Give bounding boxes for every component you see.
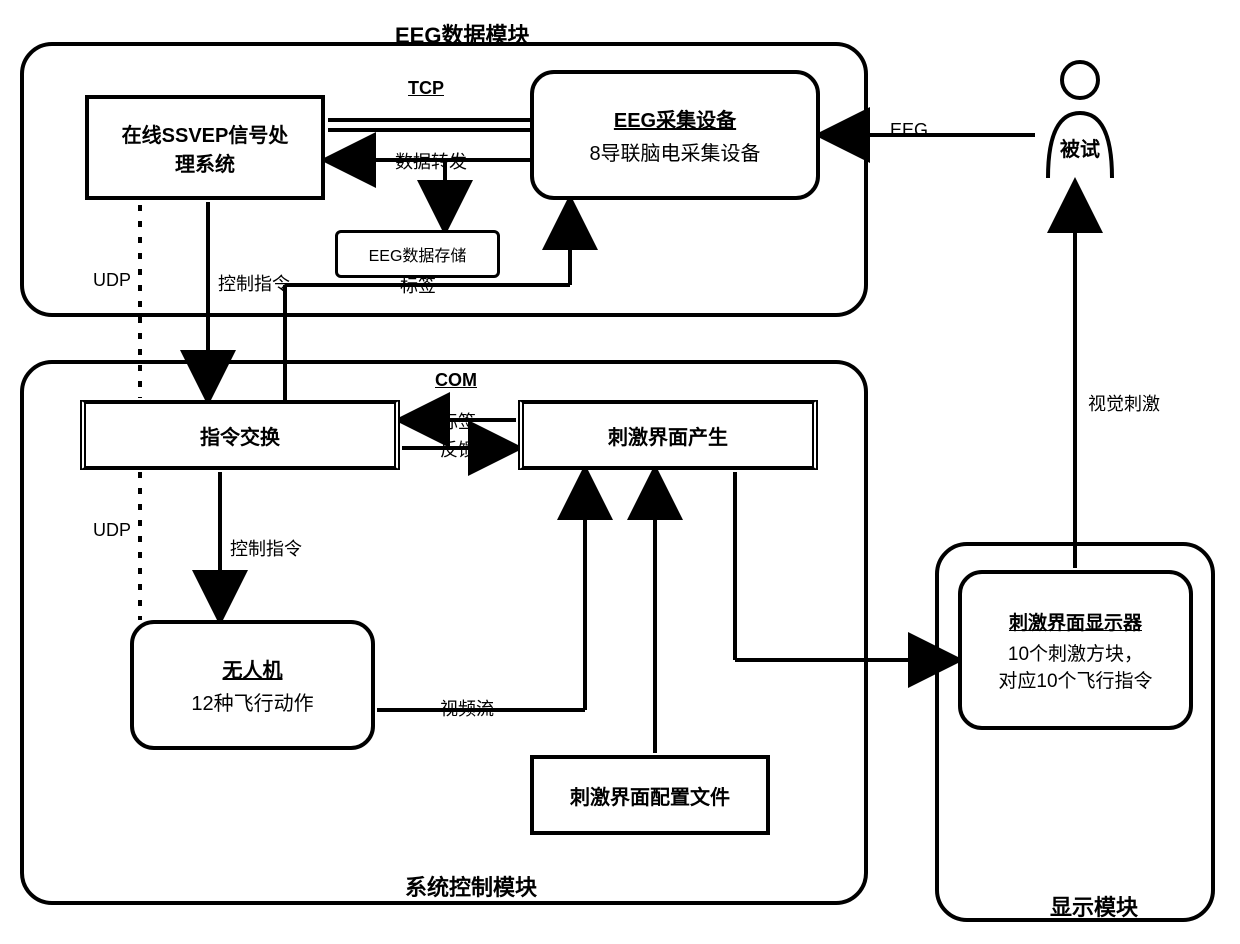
node-eeg-device-text: 8导联脑电采集设备 bbox=[589, 137, 760, 166]
module-display-label: 显示模块 bbox=[1050, 890, 1138, 922]
node-drone-text: 12种飞行动作 bbox=[191, 687, 313, 716]
edge-label-com_fb: 反馈 bbox=[440, 436, 476, 462]
node-stim-display-title: 刺激界面显示器 bbox=[1009, 608, 1142, 635]
node-stim-display-text: 10个刺激方块， 对应10个飞行指令 bbox=[998, 639, 1152, 693]
module-control-label: 系统控制模块 bbox=[405, 870, 537, 902]
node-stim-gen: 刺激界面产生 bbox=[518, 400, 818, 470]
edge-label-udp2: UDP bbox=[93, 520, 131, 541]
person-icon bbox=[1040, 58, 1120, 188]
node-eeg-store-text: EEG数据存储 bbox=[369, 242, 467, 266]
node-config-text: 刺激界面配置文件 bbox=[570, 781, 730, 810]
edge-label-com_lbl: COM bbox=[435, 370, 477, 391]
edge-label-stim_to_subj: 视觉刺激 bbox=[1088, 390, 1160, 416]
edge-label-ctrl2: 控制指令 bbox=[230, 535, 302, 561]
edge-label-com_tag: 标签 bbox=[440, 408, 476, 434]
node-eeg-device: EEG采集设备 8导联脑电采集设备 bbox=[530, 70, 820, 200]
edge-label-video1: 视频流 bbox=[440, 695, 494, 721]
node-cmd-exchange: 指令交换 bbox=[80, 400, 400, 470]
node-ssvep: 在线SSVEP信号处 理系统 bbox=[85, 95, 325, 200]
node-subject: 被试 bbox=[1040, 58, 1120, 193]
node-eeg-device-title: EEG采集设备 bbox=[614, 104, 736, 133]
edge-label-ctrl1: 控制指令 bbox=[218, 270, 290, 296]
module-eeg-label: EEG数据模块 bbox=[395, 18, 529, 50]
edge-label-data_fwd: 数据转发 bbox=[395, 148, 467, 174]
node-ssvep-text: 在线SSVEP信号处 理系统 bbox=[122, 119, 289, 177]
edge-label-tcp1: TCP bbox=[408, 78, 444, 99]
node-stim-display: 刺激界面显示器 10个刺激方块， 对应10个飞行指令 bbox=[958, 570, 1193, 730]
node-config: 刺激界面配置文件 bbox=[530, 755, 770, 835]
edge-label-subj_to_eeg: EEG bbox=[890, 120, 928, 141]
node-stim-gen-text: 刺激界面产生 bbox=[608, 421, 728, 450]
edge-label-tag_up2: 标签 bbox=[400, 272, 436, 298]
edge-label-udp1: UDP bbox=[93, 270, 131, 291]
node-drone-title: 无人机 bbox=[223, 654, 283, 683]
node-subject-text: 被试 bbox=[1060, 133, 1100, 162]
node-eeg-store: EEG数据存储 bbox=[335, 230, 500, 278]
node-drone: 无人机 12种飞行动作 bbox=[130, 620, 375, 750]
node-cmd-exchange-text: 指令交换 bbox=[200, 421, 280, 450]
